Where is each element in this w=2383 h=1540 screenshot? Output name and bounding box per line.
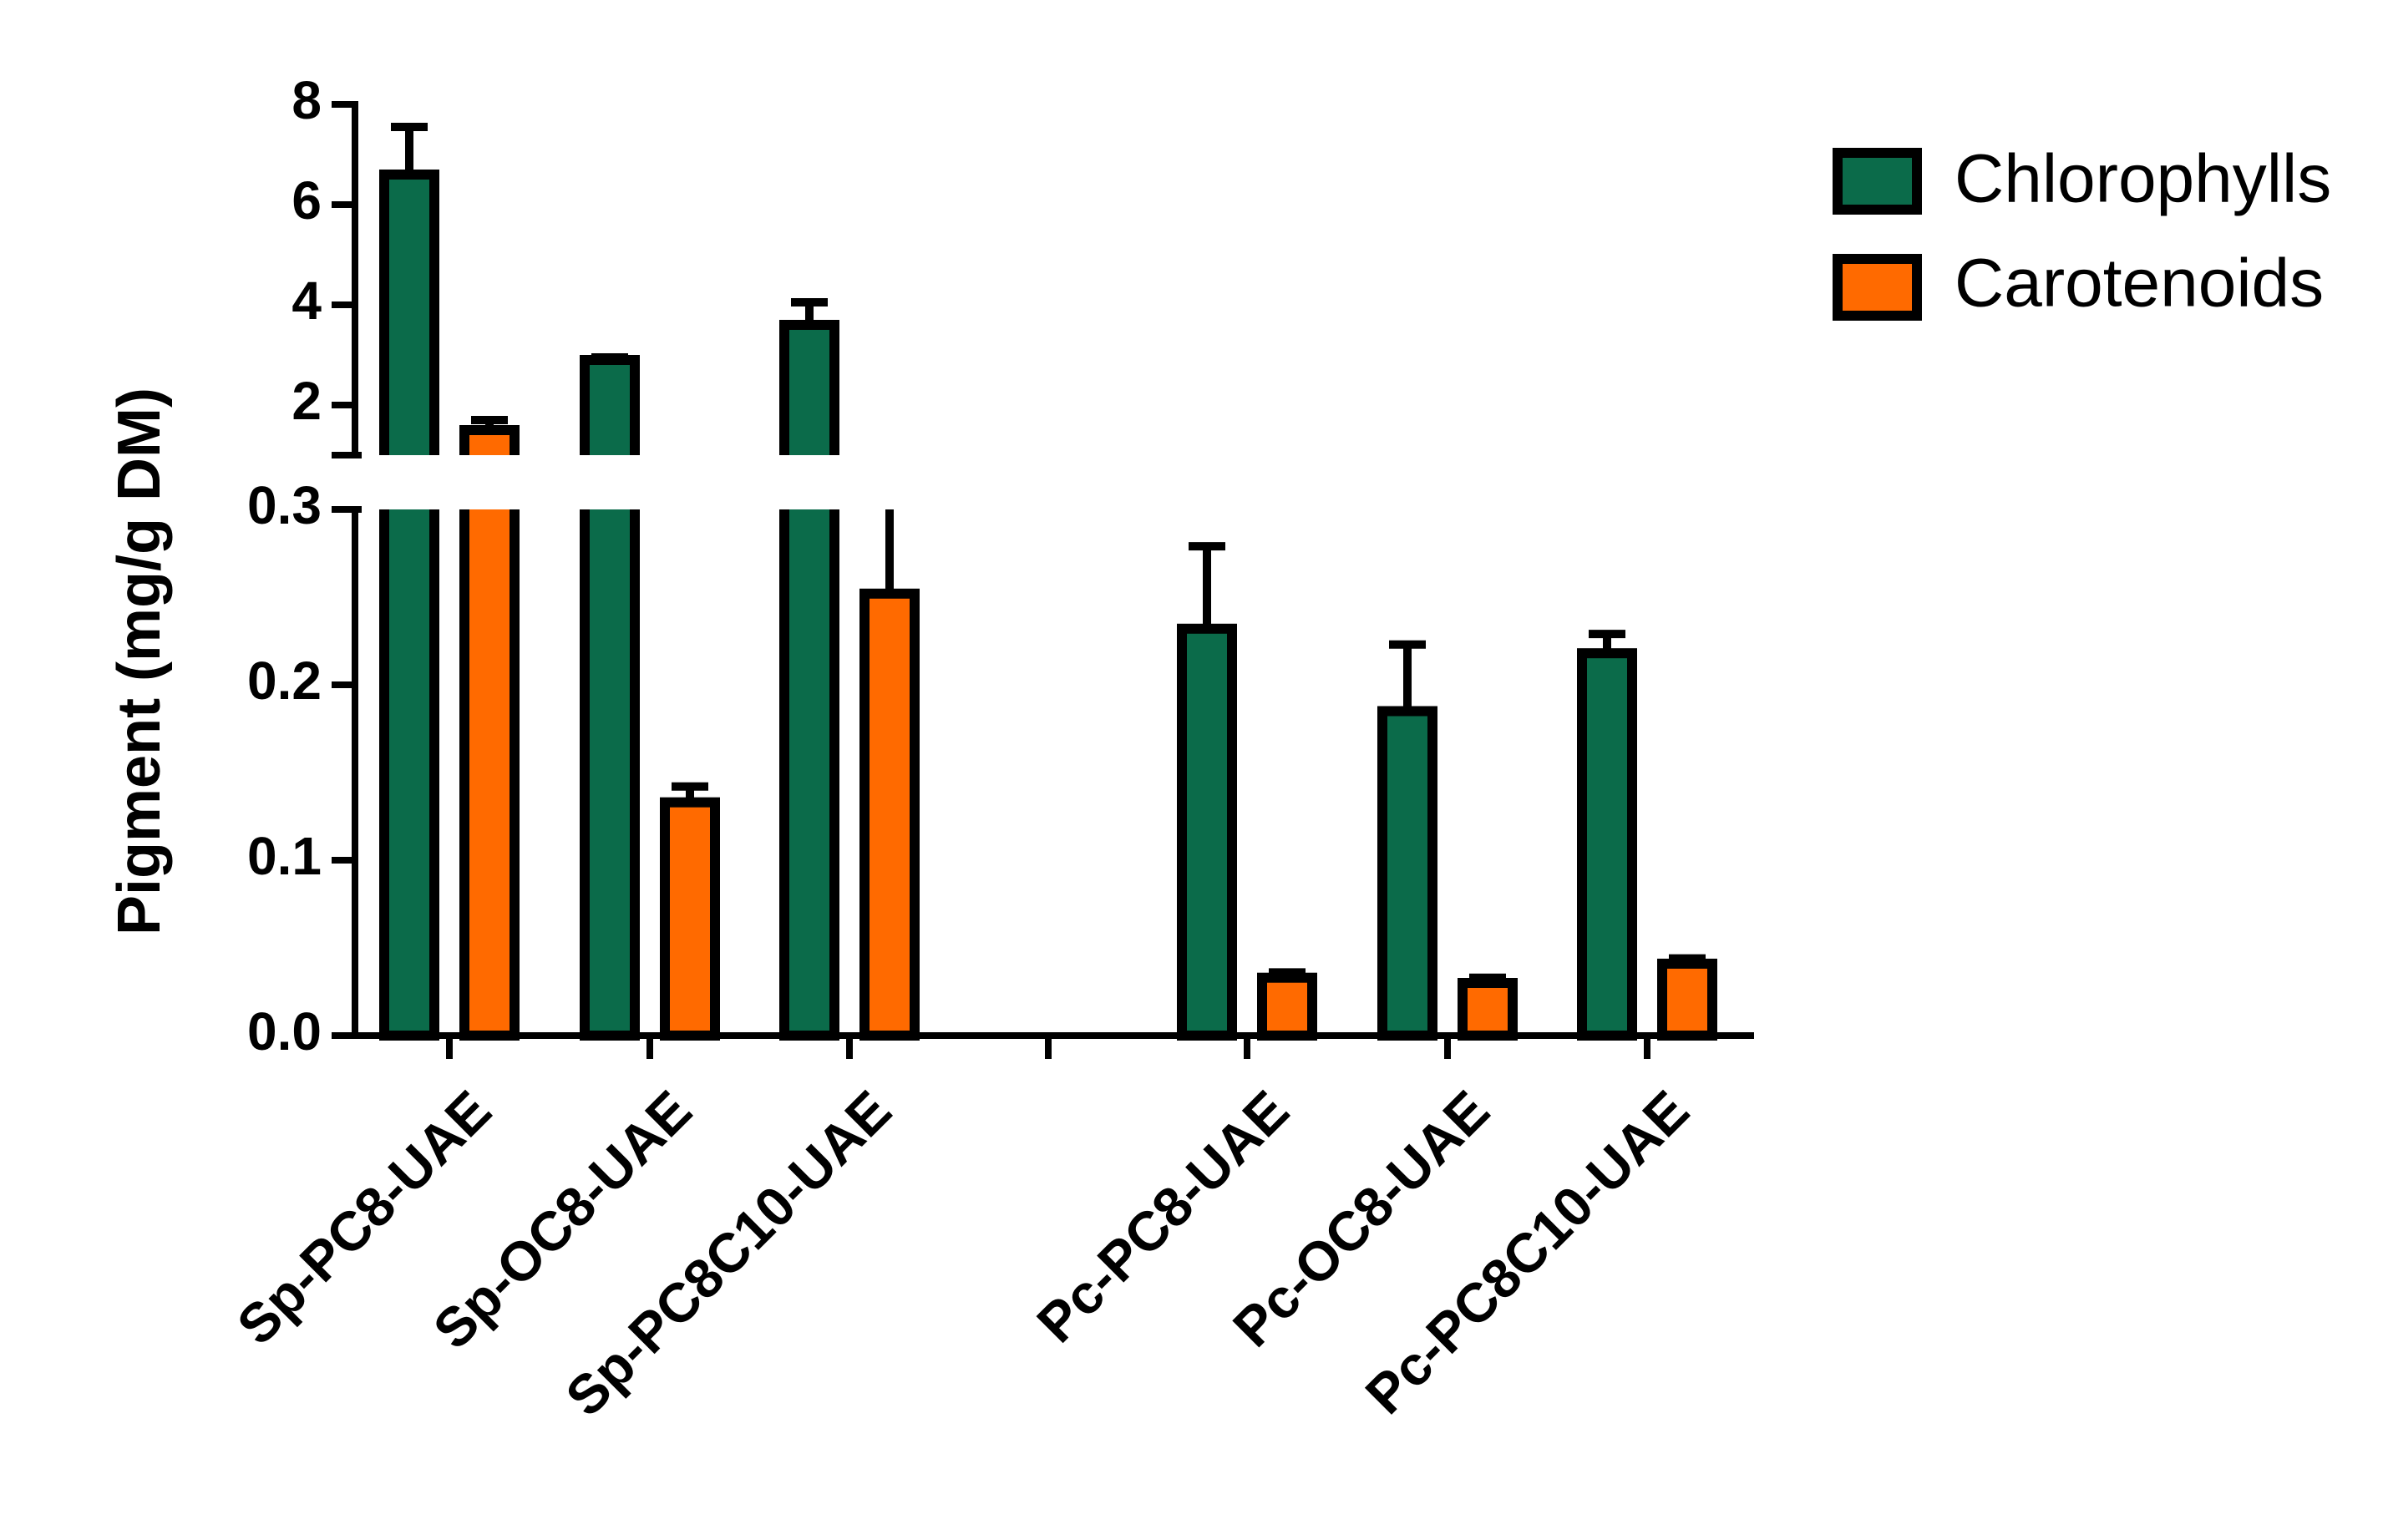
y-tick-label-upper-2: 6 [292,170,322,230]
y-axis-title: Pigment (mg/g DM) [106,388,173,935]
legend-swatch-chlorophylls [1833,148,1922,215]
bar-chlorophylls-0 [379,170,439,1041]
bar-carotenoids-2 [859,588,920,1041]
bar-carotenoids-4 [1257,972,1317,1041]
y-tick-label-upper-1: 4 [292,271,322,331]
y-tick-label-upper-0: 2 [292,371,322,431]
bar-chlorophylls-4 [1177,623,1237,1041]
legend-swatch-carotenoids [1833,254,1922,321]
y-tick-label-lower-0: 0.0 [247,1001,322,1061]
bar-carotenoids-6 [1657,958,1717,1041]
y-tick-label-lower-3: 0.3 [247,475,322,535]
axis-break-gap [330,455,1762,509]
legend-label-chlorophylls: Chlorophylls [1955,141,2331,217]
bar-carotenoids-5 [1458,978,1518,1041]
y-tick-label-lower-1: 0.1 [247,826,322,886]
legend-label-carotenoids: Carotenoids [1955,246,2324,322]
axes-layer [332,101,1754,1059]
y-tick-label-upper-3: 8 [292,70,322,130]
legend: Chlorophylls Carotenoids [1833,141,2331,322]
y-tick-label-lower-2: 0.2 [247,651,322,711]
bars-layer [330,123,1762,1041]
bar-carotenoids-0 [459,425,520,1041]
bar-carotenoids-1 [660,797,720,1041]
bar-chlorophylls-2 [779,320,839,1041]
bar-chlorophylls-6 [1577,648,1637,1041]
bar-chlorophylls-5 [1377,706,1437,1041]
labels-layer: 0.00.10.20.32468Sp-PC8-UAESp-OC8-UAESp-P… [225,70,1700,1428]
